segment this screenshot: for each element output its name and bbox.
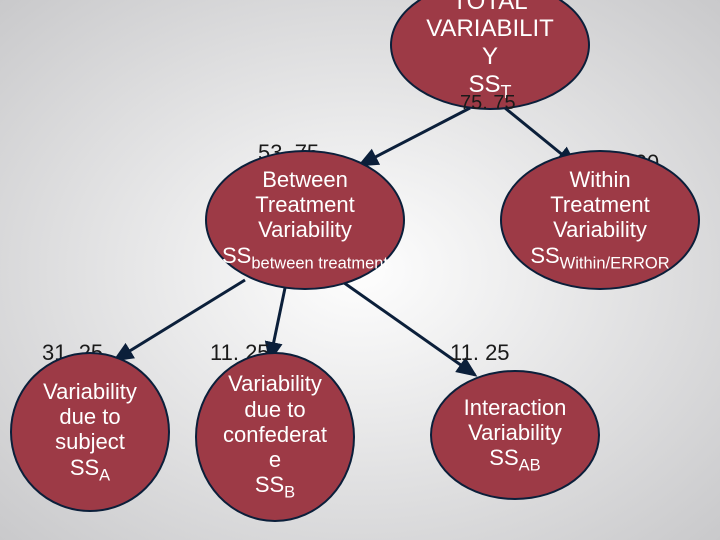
node-ssa: Variabilitydue tosubjectSSA [10, 352, 170, 512]
arrow-0 [360, 108, 470, 165]
node-label-ssb: Variabilitydue toconfederateSSB [223, 371, 327, 503]
node-label-ssa: Variabilitydue tosubjectSSA [43, 379, 137, 485]
diagram-stage: TOTALVARIABILITYSST75. 7553. 75BetweenTr… [0, 0, 720, 540]
node-ssb: Variabilitydue toconfederateSSB [195, 352, 355, 522]
node-label-within: WithinTreatmentVariabilitySSWithin/ERROR [530, 167, 669, 273]
value-ssab: 11. 25 [450, 340, 510, 366]
node-label-root: TOTALVARIABILITYSST [426, 0, 554, 102]
node-between: BetweenTreatmentVariabilitySSbetween tre… [205, 150, 405, 290]
arrow-3 [270, 288, 285, 360]
node-label-ssab: InteractionVariabilitySSAB [464, 395, 567, 476]
value-root: 75. 75 [460, 92, 516, 115]
node-ssab: InteractionVariabilitySSAB [430, 370, 600, 500]
node-label-between: BetweenTreatmentVariabilitySSbetween tre… [222, 167, 388, 273]
node-within: WithinTreatmentVariabilitySSWithin/ERROR [500, 150, 700, 290]
